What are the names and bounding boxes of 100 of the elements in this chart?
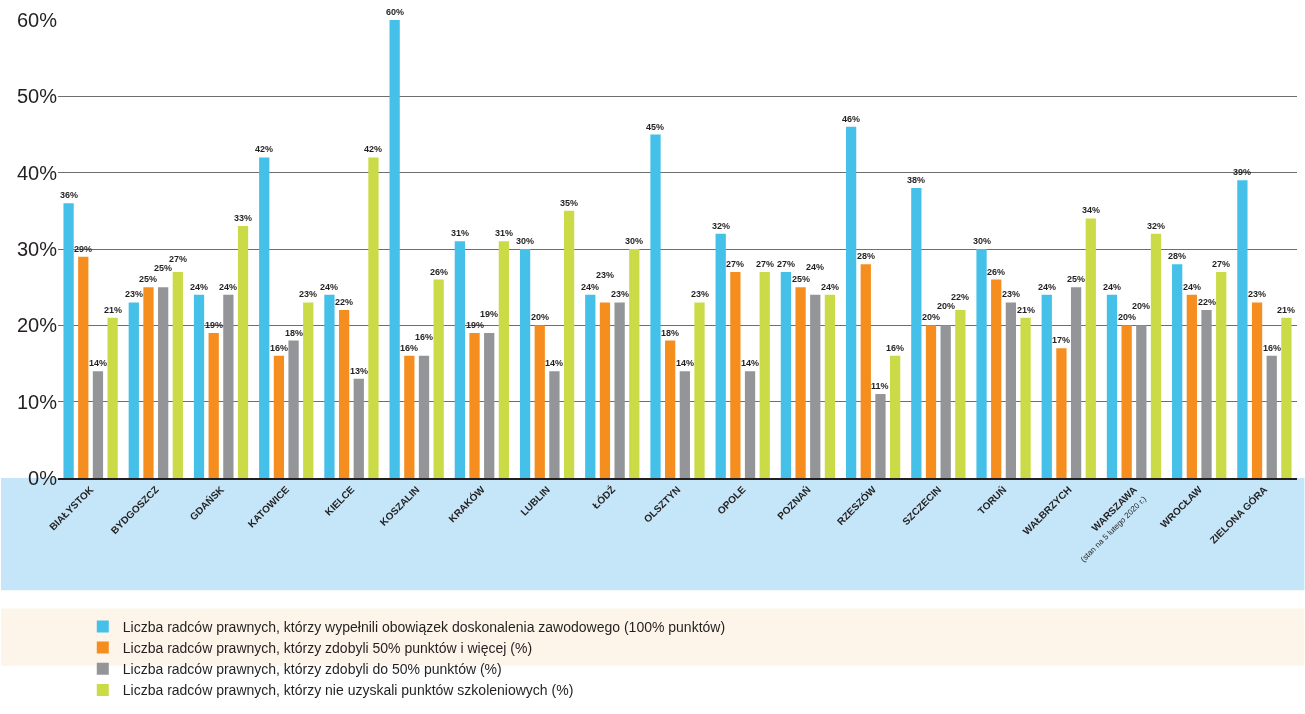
data-label: 20% <box>922 312 941 322</box>
data-label: 31% <box>451 228 470 238</box>
bar <box>940 325 951 478</box>
bar <box>715 233 726 478</box>
bar <box>534 325 545 478</box>
y-tick-label: 60% <box>16 9 58 31</box>
bar <box>810 294 821 478</box>
data-label: 45% <box>646 122 665 132</box>
bar <box>1150 233 1162 478</box>
data-label: 24% <box>320 282 339 292</box>
data-label: 22% <box>335 297 354 307</box>
data-label: 14% <box>89 358 108 368</box>
data-label: 23% <box>1002 289 1021 299</box>
data-label: 21% <box>1017 305 1036 315</box>
bar <box>614 302 625 478</box>
data-label: 21% <box>1277 305 1296 315</box>
bar <box>1056 348 1067 478</box>
y-tick-label: 50% <box>16 85 58 108</box>
bar <box>1020 317 1031 478</box>
bar <box>259 157 270 478</box>
y-tick-label: 10% <box>16 390 58 413</box>
data-label: 18% <box>285 328 304 338</box>
bar <box>925 325 937 478</box>
data-label: 23% <box>299 289 318 299</box>
data-label: 14% <box>741 358 760 368</box>
y-tick-label: 40% <box>16 161 58 184</box>
bar <box>955 310 966 478</box>
bar <box>484 332 495 478</box>
bar <box>780 271 792 478</box>
bar <box>1216 271 1227 478</box>
bar <box>875 394 886 478</box>
data-label: 13% <box>350 366 369 376</box>
bar <box>1106 294 1118 478</box>
data-label: 16% <box>270 343 289 353</box>
legend-label: Liczba radców prawnych, którzy nie uzyskali punktów szkoleniowych (%) <box>122 682 574 699</box>
bar <box>1186 294 1197 478</box>
data-label: 23% <box>596 270 615 280</box>
data-label: 17% <box>1052 335 1071 345</box>
data-label: 24% <box>1038 282 1057 292</box>
bar <box>519 249 531 478</box>
data-label: 23% <box>1248 289 1267 299</box>
bar <box>223 294 234 478</box>
bar <box>599 302 611 478</box>
data-label: 31% <box>495 228 514 238</box>
data-label: 27% <box>726 259 745 269</box>
bar <box>1005 302 1017 478</box>
bar <box>679 371 690 478</box>
bar <box>1266 355 1277 478</box>
bar <box>759 271 770 478</box>
bar <box>389 20 400 478</box>
data-label: 46% <box>842 114 861 124</box>
data-label: 11% <box>871 381 889 391</box>
data-label: 16% <box>886 343 905 353</box>
data-label: 16% <box>415 332 434 342</box>
data-label: 25% <box>1067 274 1086 284</box>
legend-label: Liczba radców prawnych, którzy zdobyli 50% punktów i więcej (%) <box>122 640 533 657</box>
bar <box>324 294 335 478</box>
bar <box>454 241 465 478</box>
data-label: 20% <box>1132 301 1151 311</box>
bar <box>172 271 183 478</box>
data-label: 16% <box>400 343 419 353</box>
data-label: 23% <box>125 289 144 299</box>
bar <box>418 355 430 478</box>
data-label: 25% <box>792 274 811 284</box>
data-label: 20% <box>937 301 956 311</box>
y-tick-label: 20% <box>16 314 58 337</box>
bar <box>1201 310 1212 478</box>
data-label: 24% <box>190 282 209 292</box>
bar <box>585 294 596 478</box>
data-label: 20% <box>531 312 550 322</box>
data-label: 19% <box>480 309 499 319</box>
data-label: 25% <box>154 263 173 273</box>
bar <box>845 126 857 478</box>
bar <box>1237 180 1248 478</box>
data-label: 32% <box>712 221 731 231</box>
bar <box>911 187 922 478</box>
data-label: 20% <box>1118 312 1137 322</box>
data-label: 24% <box>1103 282 1122 292</box>
bar <box>237 226 249 478</box>
bar <box>1281 317 1292 478</box>
data-label: 28% <box>1168 251 1187 261</box>
bar <box>433 279 444 478</box>
legend-label: Liczba radców prawnych, którzy zdobyli do 50% punktów (%) <box>122 661 502 678</box>
bar <box>1172 264 1183 478</box>
bar <box>404 355 415 478</box>
bar <box>143 287 154 478</box>
data-label: 24% <box>806 262 825 272</box>
data-label: 22% <box>1198 297 1217 307</box>
data-label: 36% <box>60 190 79 200</box>
data-label: 42% <box>255 144 274 154</box>
data-label: 18% <box>661 328 680 338</box>
bar <box>338 310 350 478</box>
bar <box>694 302 705 478</box>
data-label: 28% <box>857 251 876 261</box>
bar <box>730 271 741 478</box>
data-label: 34% <box>1082 205 1101 215</box>
data-label: 30% <box>625 236 644 246</box>
data-label: 27% <box>169 254 188 264</box>
y-tick-label: 30% <box>16 238 58 260</box>
data-label: 27% <box>756 259 775 269</box>
